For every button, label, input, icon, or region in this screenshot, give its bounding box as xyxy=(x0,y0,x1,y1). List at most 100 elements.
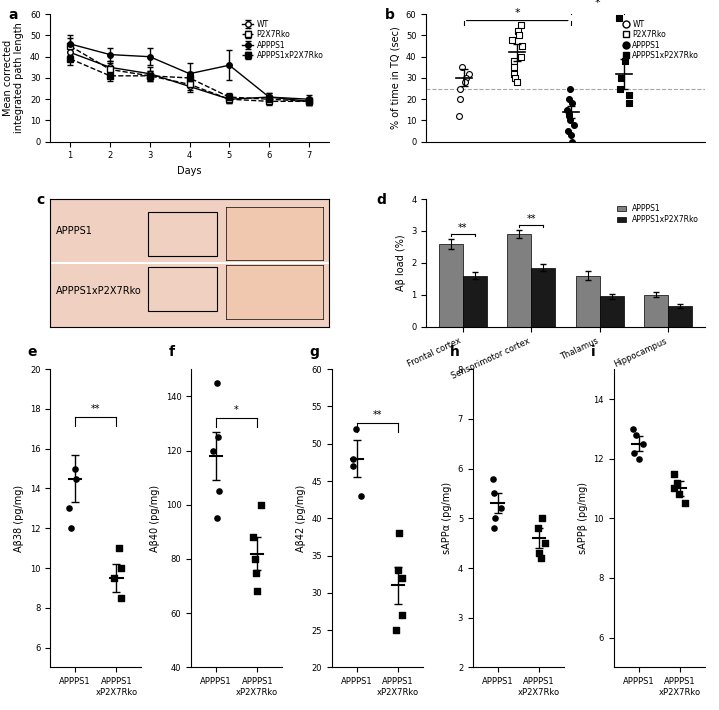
Point xyxy=(561,104,572,116)
Point xyxy=(208,445,219,457)
Point xyxy=(393,528,405,539)
Point xyxy=(509,72,521,84)
Point xyxy=(506,34,518,45)
Y-axis label: sAPPα (pg/mg): sAPPα (pg/mg) xyxy=(442,482,452,555)
Point xyxy=(566,136,577,148)
Text: e: e xyxy=(27,345,37,359)
Point xyxy=(535,552,546,564)
Point xyxy=(631,429,642,440)
Text: c: c xyxy=(37,192,45,207)
Point xyxy=(390,625,401,636)
Point xyxy=(623,98,635,109)
Point xyxy=(488,523,500,534)
Point xyxy=(679,498,690,509)
Point xyxy=(350,423,362,435)
Point xyxy=(115,562,127,574)
Text: f: f xyxy=(168,345,175,359)
Point xyxy=(116,592,127,604)
Y-axis label: Aβ40 (pg/mg): Aβ40 (pg/mg) xyxy=(150,485,160,552)
Point xyxy=(564,83,576,94)
Point xyxy=(672,477,683,488)
Legend: APPPS1, APPPS1xP2X7Rko: APPPS1, APPPS1xP2X7Rko xyxy=(615,203,701,226)
Text: **: ** xyxy=(458,223,467,233)
Bar xyxy=(148,267,217,311)
Point xyxy=(347,453,359,464)
Point xyxy=(532,523,544,534)
Point xyxy=(255,499,267,510)
Point xyxy=(247,532,259,543)
Point xyxy=(562,126,573,137)
Point xyxy=(252,586,263,597)
Point xyxy=(453,111,464,122)
Text: g: g xyxy=(309,345,319,359)
Point xyxy=(563,109,574,120)
Text: **: ** xyxy=(372,410,383,420)
Bar xyxy=(508,234,531,327)
Point xyxy=(495,503,507,514)
Point xyxy=(63,503,75,514)
Point xyxy=(564,111,575,122)
Point xyxy=(628,447,639,459)
Point xyxy=(459,77,470,88)
Point xyxy=(513,30,525,41)
Text: **: ** xyxy=(526,214,536,224)
Point xyxy=(490,513,501,524)
Y-axis label: Aβ42 (pg/mg): Aβ42 (pg/mg) xyxy=(296,485,306,552)
Point xyxy=(109,572,120,584)
Y-axis label: Aβ38 (pg/mg): Aβ38 (pg/mg) xyxy=(14,485,24,552)
Point xyxy=(396,572,408,584)
Y-axis label: Mean corrected
integrated path length: Mean corrected integrated path length xyxy=(3,23,24,133)
Point xyxy=(568,119,580,131)
Point xyxy=(615,72,626,84)
Text: **: ** xyxy=(91,404,101,414)
Y-axis label: Aβ load (%): Aβ load (%) xyxy=(395,234,406,291)
Point xyxy=(669,468,680,479)
Point xyxy=(536,513,548,524)
Point xyxy=(533,547,544,559)
Point xyxy=(564,115,576,126)
Point xyxy=(637,438,649,449)
Point xyxy=(454,94,466,105)
Point xyxy=(565,130,577,141)
Point xyxy=(633,453,645,464)
Text: *: * xyxy=(595,0,600,8)
Bar xyxy=(600,296,623,327)
Bar xyxy=(668,306,692,327)
Point xyxy=(392,565,403,577)
Point xyxy=(457,62,468,73)
Point xyxy=(508,55,520,67)
Point xyxy=(614,13,626,24)
Y-axis label: % of time in TQ (sec): % of time in TQ (sec) xyxy=(390,26,400,129)
Bar xyxy=(439,244,463,327)
Point xyxy=(512,77,523,88)
Text: a: a xyxy=(9,8,18,22)
Point xyxy=(513,26,524,37)
Point xyxy=(347,460,359,471)
Point xyxy=(614,83,626,94)
Text: APPPS1: APPPS1 xyxy=(56,226,93,236)
Point xyxy=(355,490,367,501)
Point xyxy=(249,553,261,564)
Point xyxy=(460,72,472,84)
Point xyxy=(508,68,520,80)
Point xyxy=(70,473,82,484)
Point xyxy=(396,609,408,621)
Bar xyxy=(463,275,487,327)
Text: *: * xyxy=(234,405,239,415)
Point xyxy=(213,486,224,497)
Text: i: i xyxy=(591,345,595,359)
Point xyxy=(668,483,679,494)
Point xyxy=(516,19,527,31)
Point xyxy=(211,513,223,524)
Bar xyxy=(576,275,600,327)
Bar xyxy=(644,295,668,327)
Point xyxy=(539,537,551,549)
Point xyxy=(563,94,574,105)
Point xyxy=(463,68,475,80)
Point xyxy=(488,488,500,499)
Legend: WT, P2X7Rko, APPPS1, APPPS1xP2X7Rko: WT, P2X7Rko, APPPS1, APPPS1xP2X7Rko xyxy=(620,18,701,62)
Text: *: * xyxy=(514,9,520,18)
Bar xyxy=(148,212,217,256)
Point xyxy=(65,523,77,534)
Point xyxy=(70,463,81,474)
